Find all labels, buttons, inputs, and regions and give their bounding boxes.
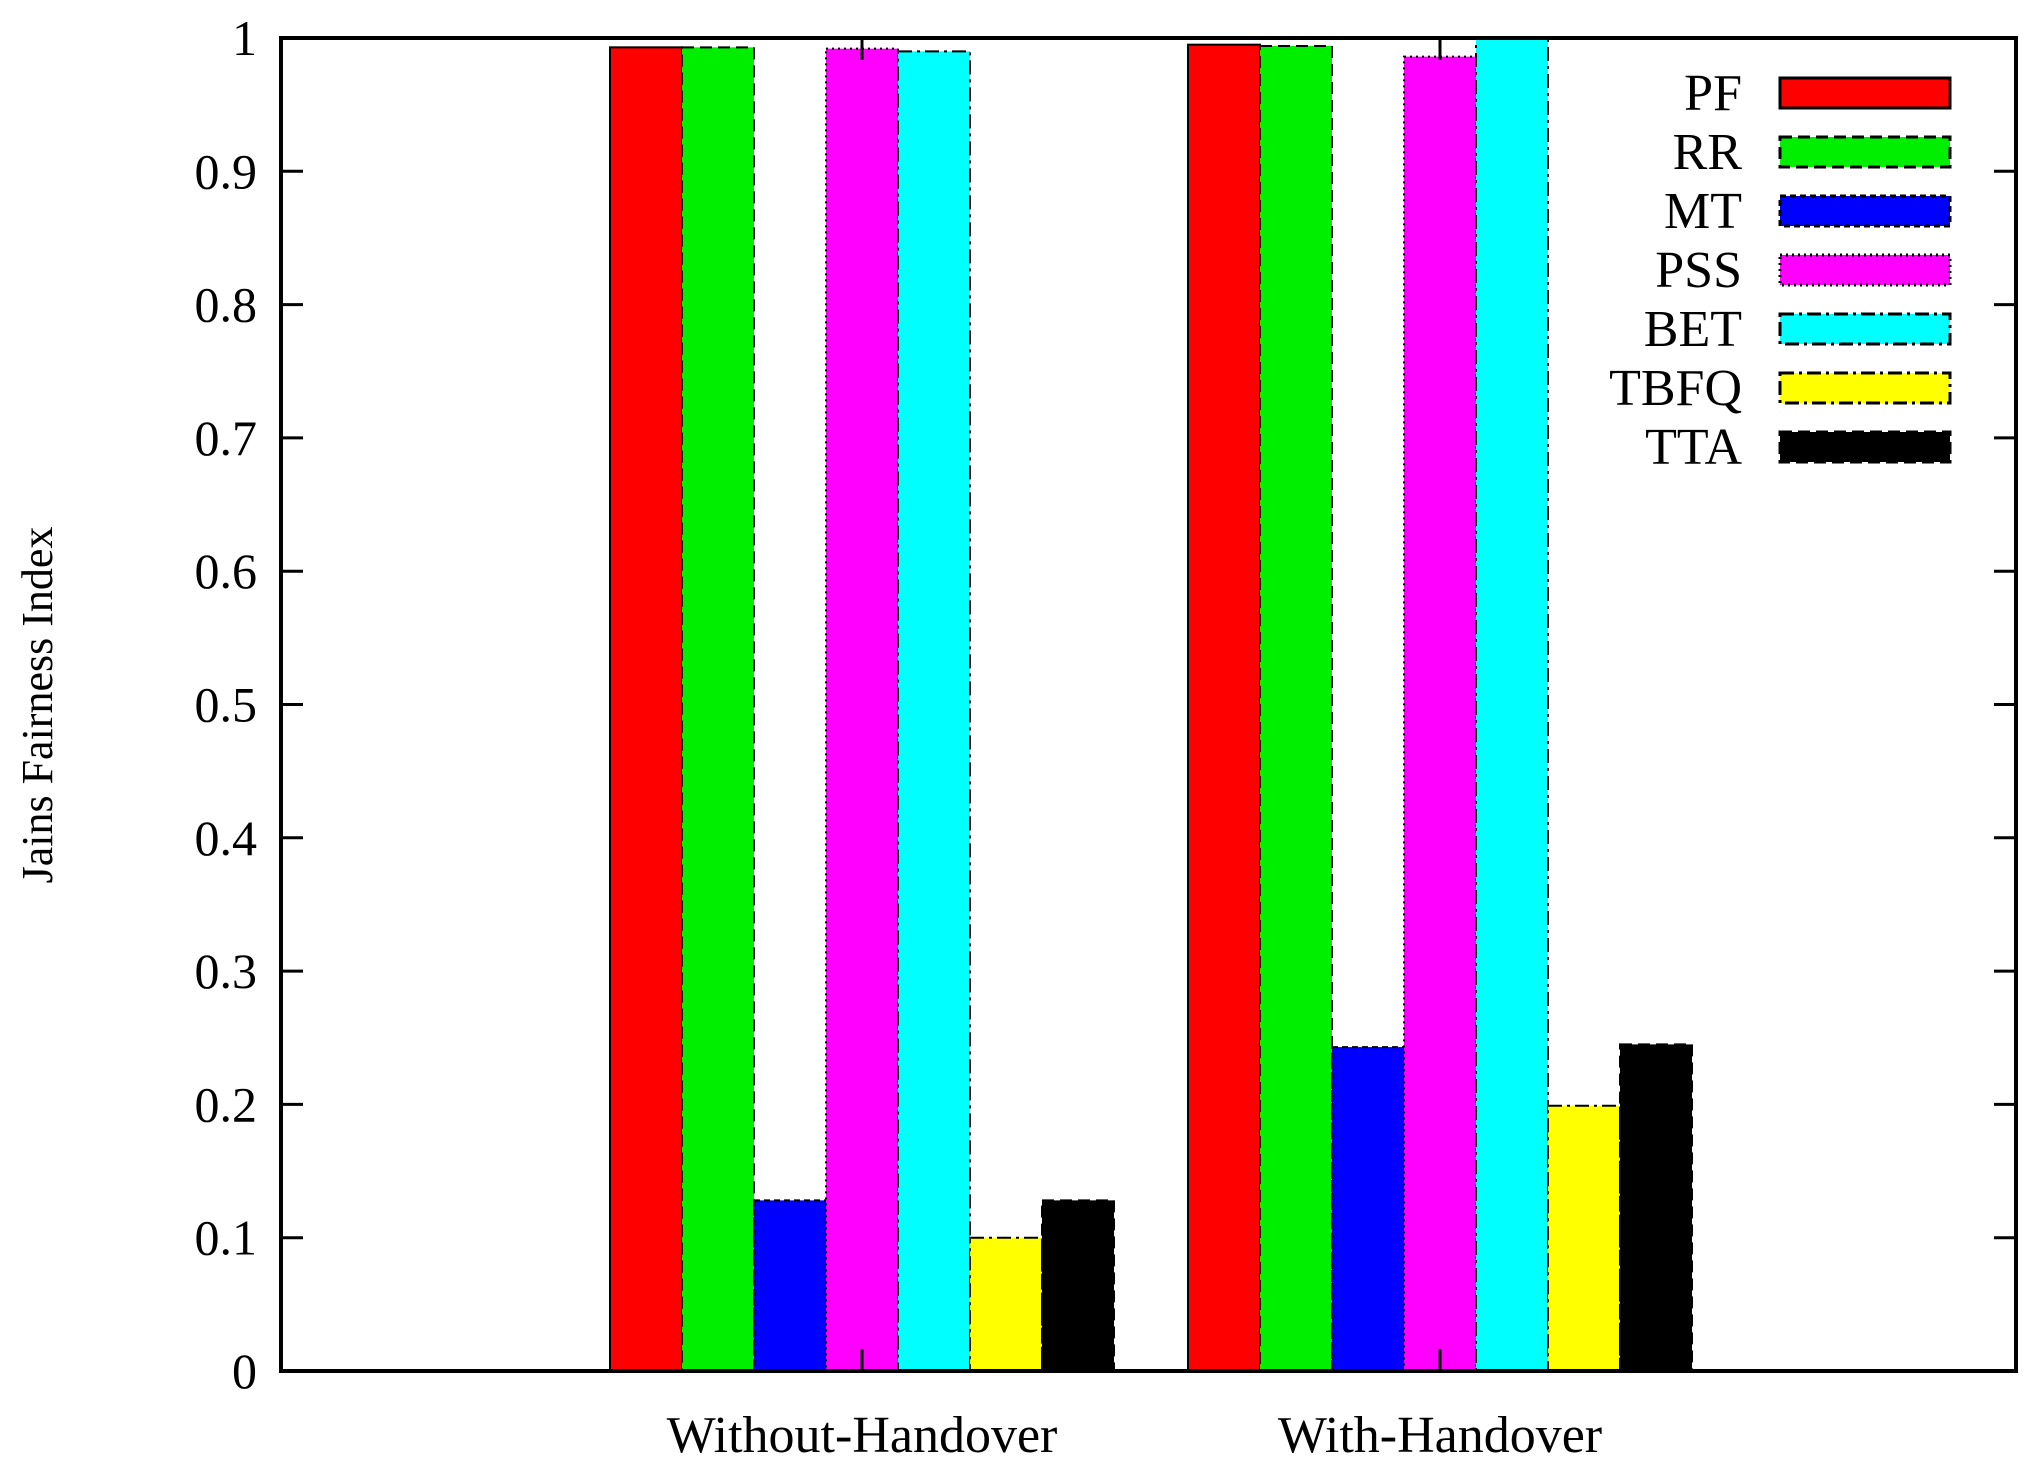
y-tick-label: 0.7 — [195, 410, 258, 466]
legend-label-mt: MT — [1664, 183, 1742, 240]
legend-swatch-rr — [1778, 135, 1952, 169]
x-category-label: With-Handover — [1278, 1407, 1602, 1457]
legend-swatch-pss — [1778, 253, 1952, 287]
bar-rr-1 — [1259, 44, 1333, 1372]
bar-tta-1 — [1619, 1043, 1693, 1373]
bar-bet-0 — [897, 50, 971, 1373]
bar-tta-0 — [1041, 1199, 1115, 1372]
y-tick-label: 1 — [232, 10, 257, 66]
bar-bet-1 — [1475, 37, 1549, 1372]
legend-swatch-tta — [1778, 430, 1952, 464]
legend-label-tta: TTA — [1645, 419, 1742, 476]
bar-rr-0 — [681, 46, 755, 1372]
plot-frame — [279, 36, 2018, 1373]
y-tick-label: 0.2 — [195, 1076, 258, 1132]
y-tick-label: 0.6 — [195, 543, 258, 599]
legend-swatch-bet — [1778, 312, 1952, 346]
legend-label-rr: RR — [1673, 124, 1743, 181]
bar-tbfq-1 — [1547, 1104, 1621, 1373]
bar-pf-1 — [1187, 43, 1261, 1372]
bars-layer — [609, 37, 1693, 1373]
y-tick-label: 0.5 — [195, 677, 258, 733]
legend-label-pss: PSS — [1655, 242, 1742, 299]
legend-swatch-pf — [1778, 76, 1952, 110]
bar-mt-1 — [1331, 1046, 1405, 1373]
legend-label-bet: BET — [1644, 301, 1742, 358]
y-tick-label: 0.3 — [195, 943, 258, 999]
y-tick-label: 0.8 — [195, 277, 258, 333]
bar-mt-0 — [753, 1199, 827, 1372]
bar-pss-0 — [825, 47, 899, 1373]
x-category-label: Without-Handover — [667, 1407, 1058, 1457]
bar-tbfq-0 — [969, 1236, 1043, 1372]
y-tick-label: 0.9 — [195, 143, 258, 199]
bar-pss-1 — [1403, 55, 1477, 1373]
legend-label-tbfq: TBFQ — [1609, 360, 1742, 417]
y-tick-label: 0.1 — [195, 1210, 258, 1266]
y-tick-label: 0 — [232, 1343, 257, 1399]
y-tick-label: 0.4 — [195, 810, 258, 866]
legend-swatch-tbfq — [1778, 371, 1952, 405]
bar-pf-0 — [609, 46, 683, 1372]
legend-label-pf: PF — [1684, 65, 1742, 122]
axes-layer: 0 0.1 0.2 0.3 0.4 0.5 0.6 0.7 0.8 0.9 1 Without-Han… — [13, 10, 2018, 1457]
y-axis-title: Jains Fairness Index — [13, 527, 62, 884]
legend-swatch-mt — [1778, 194, 1952, 228]
